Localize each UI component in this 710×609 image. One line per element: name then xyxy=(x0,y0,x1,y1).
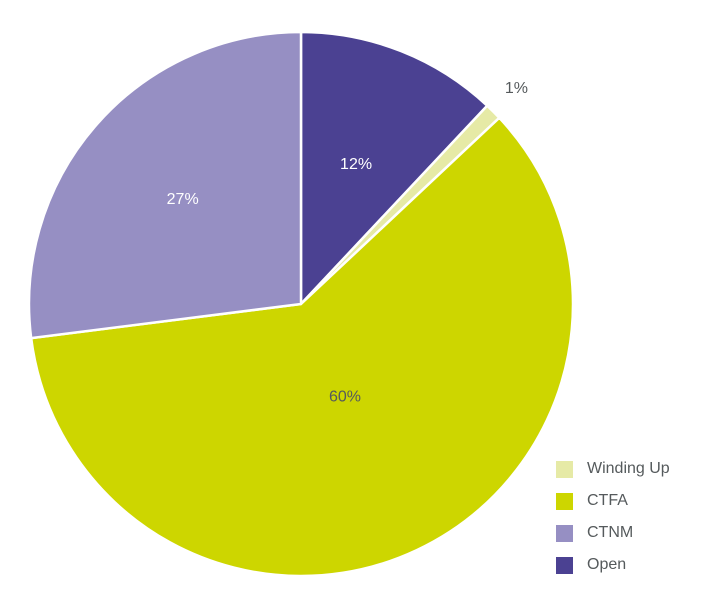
legend-item-winding-up: Winding Up xyxy=(556,459,706,479)
legend-swatch-ctfa xyxy=(556,492,573,510)
legend-swatch-ctnm xyxy=(556,524,573,542)
pie-slice-ctnm xyxy=(27,30,303,340)
pie-slice-open xyxy=(299,30,489,306)
legend-swatch-winding-up xyxy=(556,460,573,478)
pie-slice-ctfa xyxy=(29,116,575,578)
pie-slice-label-ctfa: 60% xyxy=(329,389,361,406)
pie-slices xyxy=(27,30,575,578)
pie-slice-label-open: 12% xyxy=(340,156,372,173)
legend-label-ctfa: CTFA xyxy=(587,492,628,509)
legend-label-open: Open xyxy=(587,556,627,573)
legend-label-ctnm: CTNM xyxy=(587,524,634,541)
legend-swatch-open xyxy=(556,556,573,574)
pie-slice-labels: 12% 1% 60% 27% xyxy=(167,80,528,406)
pie-slice-label-winding-up: 1% xyxy=(505,80,528,97)
legend-item-ctnm: CTNM xyxy=(556,523,706,543)
legend-item-open: Open xyxy=(556,555,706,575)
legend-item-ctfa: CTFA xyxy=(556,491,706,511)
legend: Winding Up CTFA CTNM Open xyxy=(556,459,706,587)
pie-slice-label-ctnm: 27% xyxy=(167,191,199,208)
legend-label-winding-up: Winding Up xyxy=(587,460,670,477)
